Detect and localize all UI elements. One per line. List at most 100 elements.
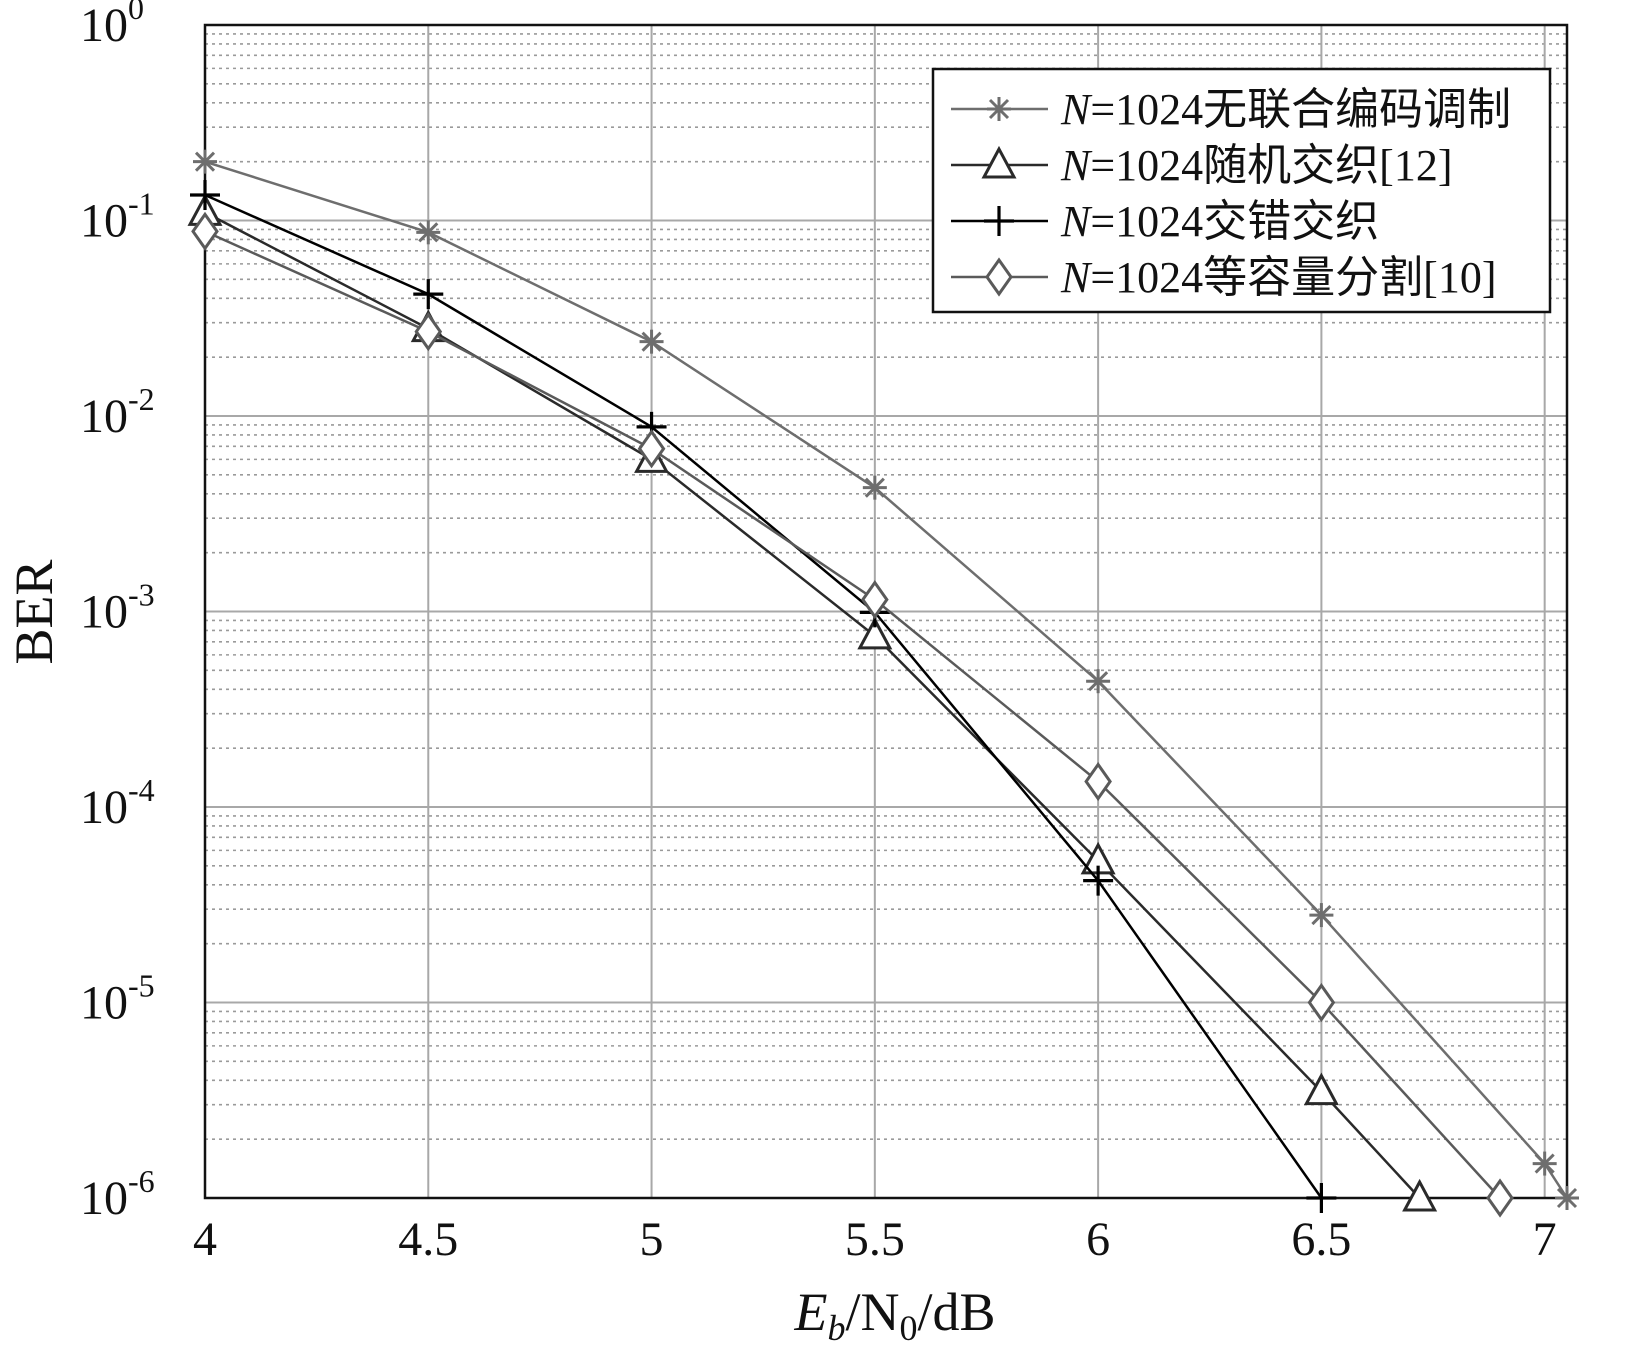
y-tick-exponent: 0 [128, 0, 144, 26]
y-tick-label: 10-4 [80, 772, 155, 834]
legend-label-rest: =1024无联合编码调制 [1090, 85, 1511, 134]
y-tick-exponent: -6 [128, 1163, 155, 1199]
legend-label: N=1024交错交织 [1060, 197, 1379, 246]
diamond-marker [1307, 982, 1336, 1023]
triangle-marker [1303, 1072, 1339, 1106]
series-line [204, 230, 1501, 1199]
y-axis-label: BER [4, 559, 64, 664]
series-star [193, 149, 1579, 1210]
x-tick-labels: 4 4.5 5 5.5 6 6.5 7 [193, 1213, 1557, 1266]
x-tick-label: 6 [1086, 1213, 1110, 1266]
y-tick-label: 10-1 [80, 186, 155, 248]
legend-label: N=1024随机交织[12] [1060, 141, 1452, 190]
series-line [204, 193, 1323, 1199]
star-stroke [864, 477, 885, 498]
x-label-tail: /dB [917, 1282, 995, 1342]
y-tick-base: 10 [80, 781, 128, 834]
x-tick-label: 4.5 [398, 1213, 458, 1266]
x-label-e: E [793, 1282, 827, 1342]
y-tick-label: 10-6 [80, 1163, 155, 1225]
plus-marker [190, 180, 220, 211]
y-tick-base: 10 [80, 0, 128, 52]
triangle-marker [981, 145, 1017, 179]
legend-label-n: N [1060, 197, 1093, 246]
y-tick-exponent: -2 [128, 381, 155, 417]
y-tick-base: 10 [80, 977, 128, 1030]
y-tick-label: 10-3 [80, 577, 155, 639]
x-label-mid: /N [845, 1282, 899, 1342]
plus-marker [413, 279, 444, 310]
star-marker [1555, 1186, 1579, 1210]
y-tick-label: 100 [80, 0, 144, 52]
y-tick-exponent: -4 [128, 772, 155, 808]
star-stroke [418, 222, 439, 243]
plot-frame [203, 23, 1569, 1200]
star-marker [416, 220, 441, 245]
star-stroke [988, 98, 1010, 120]
legend-label: N=1024无联合编码调制 [1060, 85, 1511, 134]
y-tick-exponent: -3 [128, 577, 155, 613]
diamond-marker [1084, 761, 1112, 802]
y-tick-label: 10-2 [80, 381, 155, 443]
series-triangle [187, 193, 1438, 1212]
star-stroke [1556, 1187, 1578, 1209]
legend-entry: N=1024无联合编码调制 [951, 85, 1511, 134]
legend-label-rest: =1024交错交织 [1090, 197, 1379, 246]
series-line [204, 211, 1421, 1199]
y-tick-exponent: -5 [128, 968, 155, 1004]
legend-label-n: N [1060, 85, 1093, 134]
star-marker [1532, 1151, 1557, 1176]
diamond-marker [1486, 1178, 1514, 1218]
diamond-marker [985, 257, 1013, 297]
series-line [204, 160, 1569, 1199]
y-tick-label: 10-5 [80, 968, 155, 1030]
plus-marker [984, 206, 1014, 236]
legend-label: N=1024等容量分割[10] [1060, 253, 1496, 302]
star-stroke [1534, 1153, 1555, 1174]
star-marker [1086, 669, 1111, 694]
star-marker [193, 149, 217, 174]
series-diamond [191, 211, 1514, 1218]
star-marker [987, 97, 1011, 121]
x-label-sub-b: b [827, 1308, 845, 1348]
y-tick-base: 10 [80, 1172, 128, 1225]
diamond-marker [637, 429, 666, 469]
x-label-sub-0: 0 [899, 1308, 917, 1348]
legend-label-n: N [1060, 253, 1093, 302]
star-marker [639, 329, 664, 354]
legend-entry: N=1024等容量分割[10] [951, 253, 1496, 302]
legend-entry: N=1024随机交织[12] [951, 141, 1452, 190]
triangle-marker [1402, 1178, 1438, 1212]
star-stroke [1088, 671, 1109, 692]
diamond-marker [414, 312, 443, 352]
series-plus [190, 180, 1337, 1213]
plus-marker [1083, 865, 1114, 896]
diamond-marker [861, 580, 889, 620]
x-tick-label: 4 [193, 1213, 217, 1266]
x-tick-label: 6.5 [1291, 1213, 1351, 1266]
x-tick-label: 7 [1533, 1213, 1557, 1266]
plus-marker [1306, 1183, 1337, 1213]
diamond-marker [191, 211, 219, 251]
star-stroke [194, 151, 216, 172]
y-tick-exponent: -1 [128, 186, 155, 222]
legend-label-rest: =1024随机交织[12] [1090, 141, 1452, 190]
star-stroke [641, 331, 662, 352]
star-stroke [1311, 905, 1332, 926]
y-tick-base: 10 [80, 195, 128, 248]
y-tick-base: 10 [80, 586, 128, 639]
x-axis-label: Eb/N0/dB [793, 1282, 995, 1348]
star-marker [862, 475, 887, 500]
legend-label-n: N [1060, 141, 1093, 190]
series-layer [187, 149, 1579, 1218]
legend: N=1024无联合编码调制N=1024随机交织[12]N=1024交错交织N=1… [931, 67, 1552, 314]
legend-label-rest: =1024等容量分割[10] [1090, 253, 1496, 302]
x-tick-label: 5.5 [845, 1213, 905, 1266]
x-tick-label: 5 [640, 1213, 664, 1266]
legend-entry: N=1024交错交织 [951, 197, 1379, 246]
y-tick-base: 10 [80, 390, 128, 443]
triangle-marker [857, 616, 893, 650]
star-marker [1309, 903, 1334, 928]
